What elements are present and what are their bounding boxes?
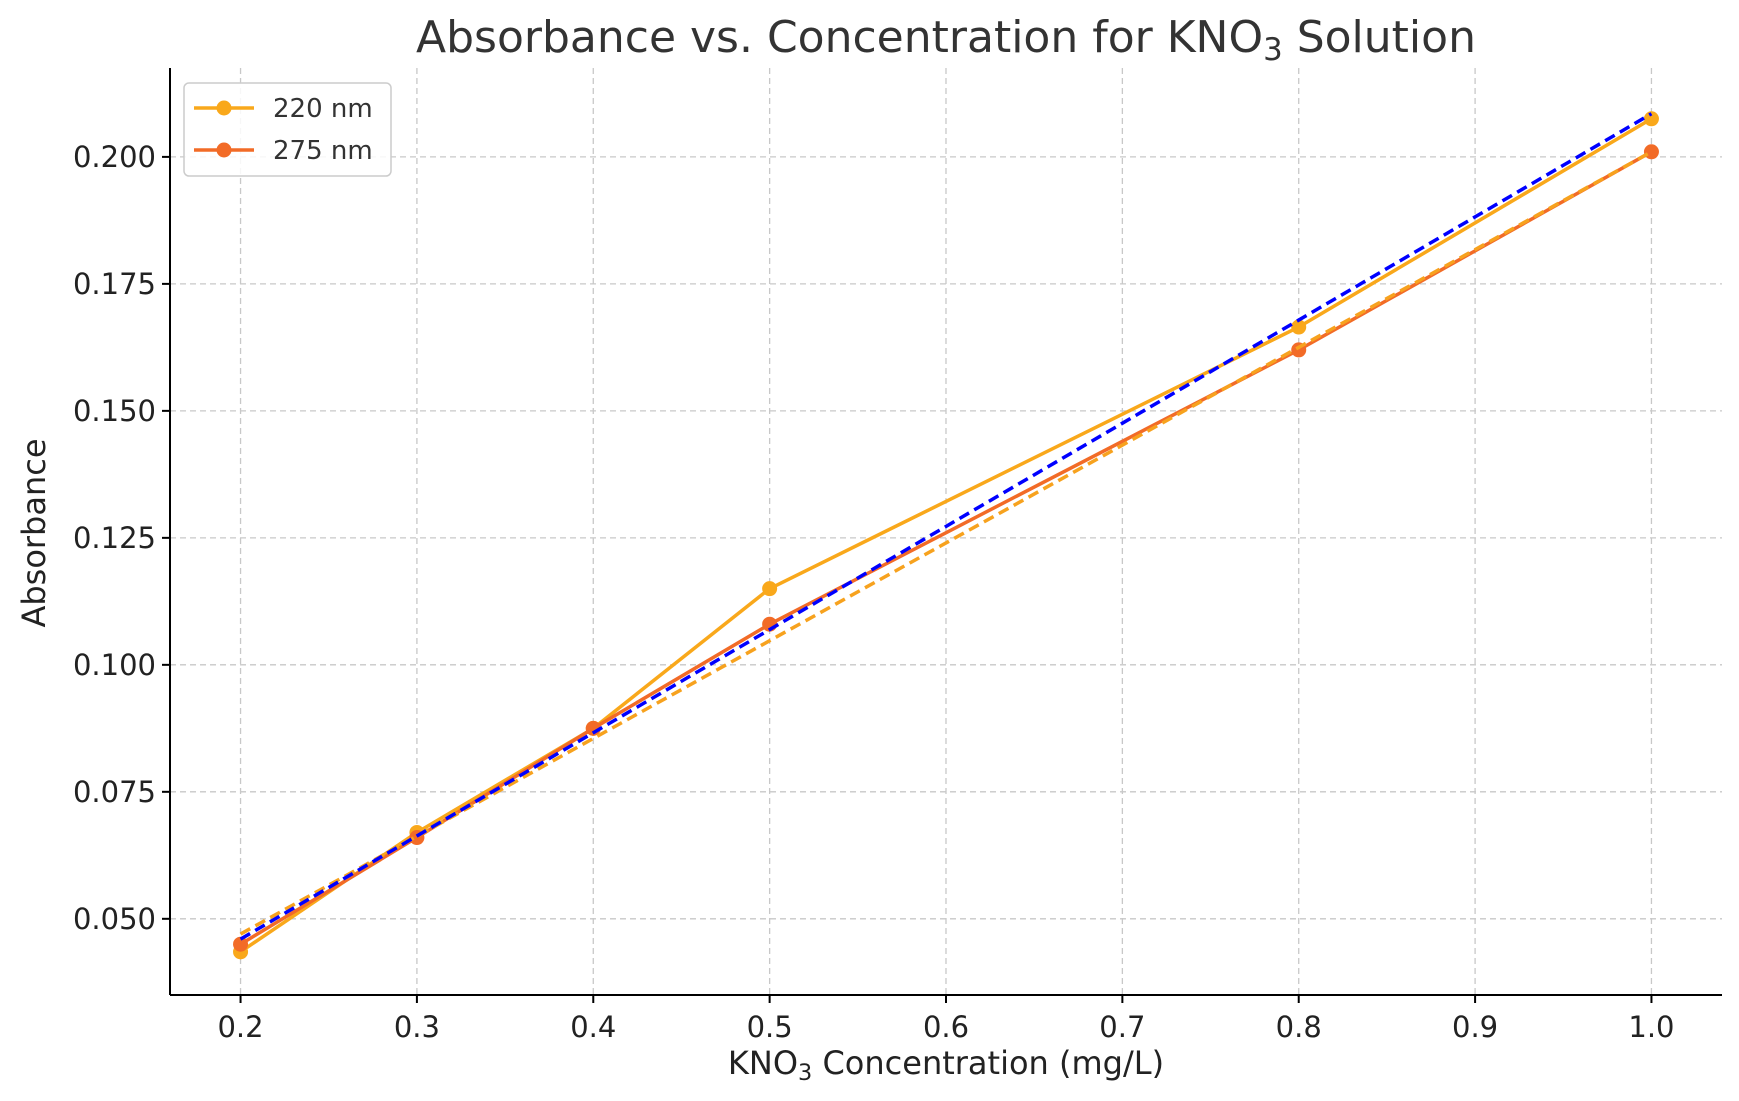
fit-line-1: [239, 112, 1653, 941]
y-tick-label: 0.050: [73, 902, 156, 936]
legend-marker: [216, 100, 232, 116]
series-1: [233, 144, 1659, 952]
x-tick-label: 0.4: [570, 1010, 616, 1044]
x-tick-label: 0.6: [923, 1010, 969, 1044]
data-point: [1643, 111, 1659, 127]
chart-title: Absorbance vs. Concentration for KNO3 So…: [416, 12, 1476, 68]
y-tick-label: 0.150: [73, 394, 156, 428]
y-axis-label: Absorbance: [15, 438, 53, 627]
legend-label: 275 nm: [273, 136, 373, 166]
legend-item: 275 nm: [194, 136, 373, 166]
x-tick-label: 0.9: [1452, 1010, 1498, 1044]
x-tick-label: 0.2: [217, 1010, 263, 1044]
y-tick-label: 0.175: [73, 267, 156, 301]
legend-item: 220 nm: [194, 94, 373, 124]
data-point: [762, 581, 778, 597]
y-tick-label: 0.200: [73, 140, 156, 174]
legend-label: 220 nm: [273, 94, 373, 124]
x-tick-label: 0.8: [1276, 1010, 1322, 1044]
x-tick-label: 1.0: [1628, 1010, 1674, 1044]
y-tick-label: 0.075: [73, 775, 156, 809]
series-line: [239, 150, 1653, 946]
x-ticks: 0.2 0.3 0.4 0.5 0.6 0.7 0.8 0.9 1.0: [217, 995, 1675, 1044]
y-tick-label: 0.100: [73, 648, 156, 682]
x-tick-label: 0.7: [1099, 1010, 1145, 1044]
data-point: [233, 936, 249, 952]
x-axis-label: KNO3 Concentration (mg/L): [728, 1044, 1164, 1086]
y-tick-label: 0.125: [73, 521, 156, 555]
fit-lines: [239, 112, 1653, 941]
data-point: [1291, 319, 1307, 335]
fit-line-0: [239, 150, 1653, 936]
y-ticks: 0.050 0.075 0.100 0.125 0.150 0.175 0.200: [73, 140, 170, 936]
x-tick-label: 0.5: [747, 1010, 793, 1044]
legend-marker: [216, 142, 232, 158]
x-tick-label: 0.3: [394, 1010, 440, 1044]
legend: 220 nm 275 nm: [183, 82, 392, 177]
